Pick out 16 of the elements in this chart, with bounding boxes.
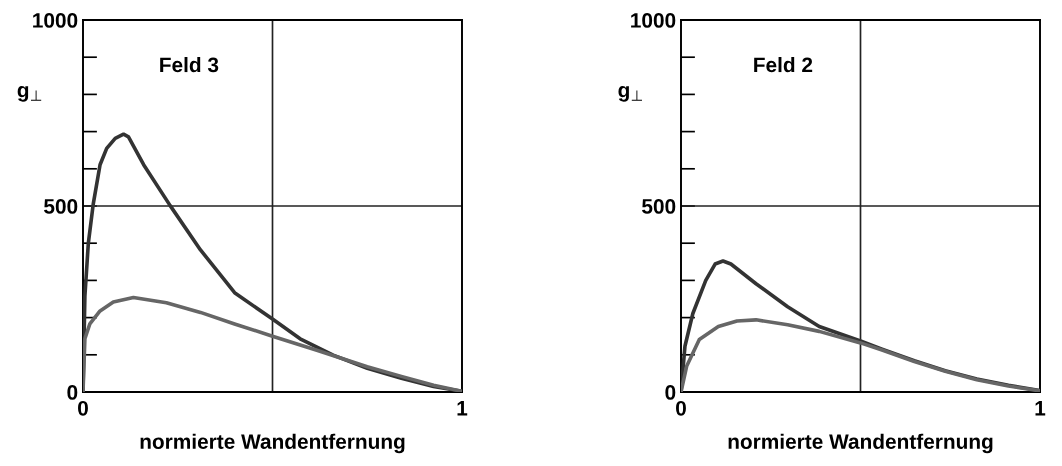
- x-tick-label: 0: [676, 400, 686, 416]
- y-tick-label: 0: [67, 385, 78, 400]
- x-axis-title: normierte Wandentfernung: [728, 433, 993, 454]
- x-tick-label: 1: [457, 401, 468, 416]
- y-tick-label: 500: [44, 199, 78, 214]
- x-axis-title: normierte Wandentfernung: [140, 433, 405, 454]
- y-tick-label: 1000: [33, 13, 78, 28]
- annotation: Feld 3: [160, 56, 219, 73]
- x-tick-label: 0: [78, 400, 88, 416]
- y-tick-label: 1000: [631, 13, 676, 28]
- y-tick-label: 500: [642, 199, 676, 214]
- x-tick-label: 1: [1035, 401, 1046, 416]
- y-axis-title: g$_{⊥}$: [618, 86, 642, 102]
- annotation: Feld 2: [754, 56, 813, 73]
- y-tick-label: 0: [665, 385, 676, 400]
- y-axis-title: g$_{⊥}$: [17, 86, 42, 102]
